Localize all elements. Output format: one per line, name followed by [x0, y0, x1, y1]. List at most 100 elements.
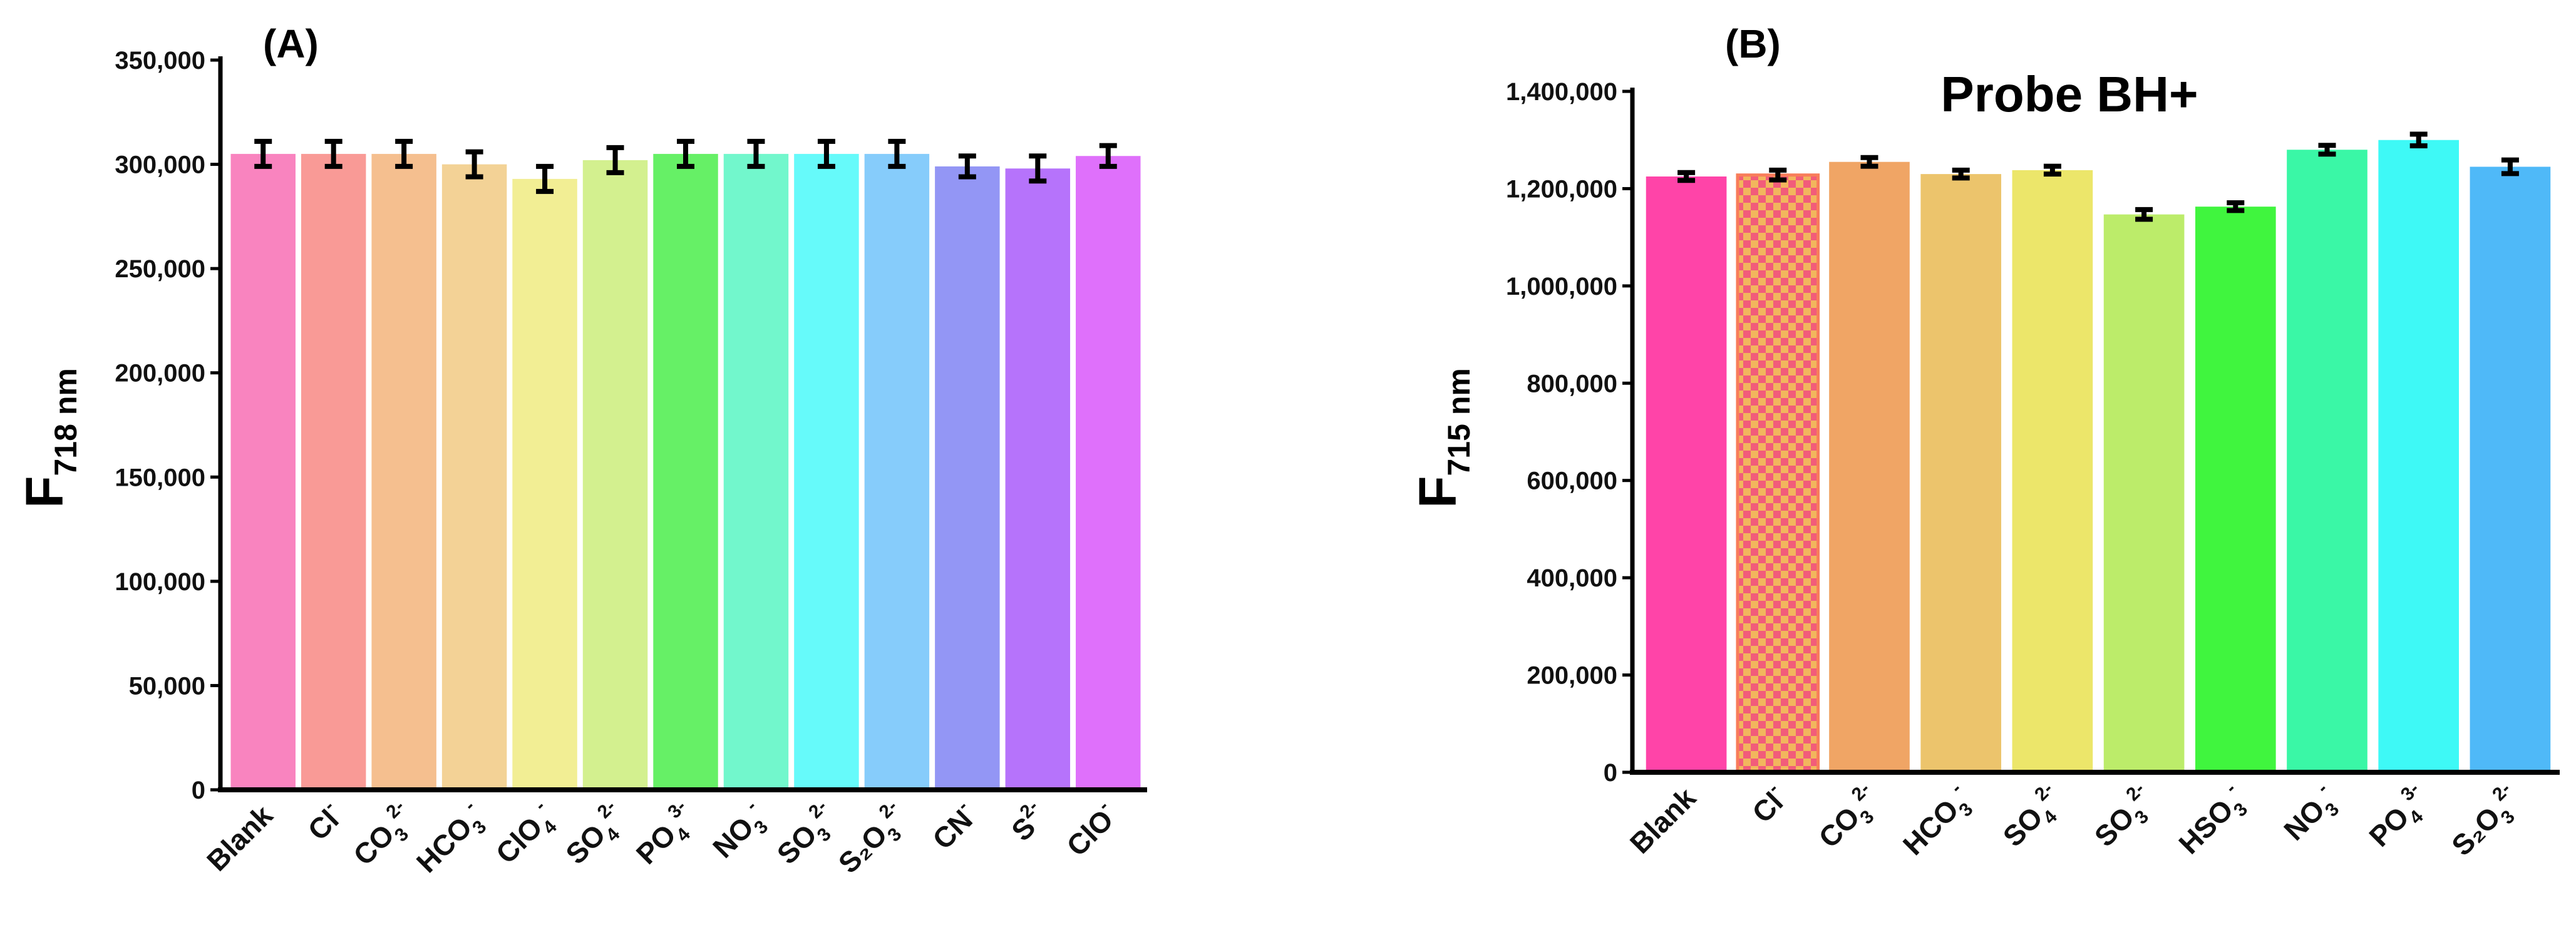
bar-a-10 [935, 166, 1000, 790]
error-bar-a-12 [1099, 143, 1117, 169]
error-bar-a-8 [817, 138, 835, 169]
error-bar-a-5 [606, 145, 624, 175]
category-label-b-4: SO42- [1994, 779, 2073, 857]
svg-text:F715 nm: F715 nm [1408, 368, 1476, 508]
y-tick-label: 300,000 [115, 151, 205, 179]
y-tick-label: 400,000 [1527, 565, 1617, 592]
category-label-a-6: PO43- [627, 796, 706, 875]
bar-a-1 [301, 153, 366, 790]
bar-b-7 [2287, 150, 2367, 772]
bar-b-0 [1646, 176, 1727, 772]
error-bar-b-5 [2135, 207, 2153, 222]
category-label-a-3: HCO3- [408, 796, 495, 884]
bar-b-3 [1920, 174, 2002, 773]
category-label-a-8: SO32- [768, 796, 847, 875]
panel-b-label: (B) [1725, 21, 1781, 66]
bar-a-11 [1005, 168, 1071, 790]
category-label-a-10: CN- [924, 796, 983, 856]
error-bar-a-10 [958, 153, 976, 180]
y-tick-label: 100,000 [115, 568, 205, 596]
chart-b-ylabel-sub: 715 nm [1441, 368, 1476, 476]
svg-text:F718 nm: F718 nm [15, 368, 83, 508]
category-label-b-5: SO32- [2085, 779, 2164, 857]
error-bar-a-7 [747, 138, 765, 169]
category-label-a-9: S₂O32- [829, 796, 917, 884]
y-tick-label: 1,200,000 [1506, 175, 1617, 203]
chart-b-ylabel-main: F [1408, 476, 1467, 508]
error-bar-b-7 [2318, 143, 2336, 157]
error-bar-b-2 [1860, 155, 1878, 169]
error-bar-a-4 [536, 163, 554, 194]
chart-a-plot-area: 0 50,000 100,000 150,000 200,000 250,000 300,0… [115, 47, 1147, 884]
bar-a-4 [512, 178, 577, 790]
bar-a-2 [371, 153, 436, 790]
y-tick-label: 600,000 [1527, 468, 1617, 495]
category-label-b-3: HCO3- [1894, 779, 1982, 866]
error-bar-b-3 [1952, 167, 1970, 181]
chart-a-ylabel: F718 nm [15, 368, 83, 508]
panel-a-label: (A) [263, 21, 319, 66]
bar-a-0 [230, 153, 296, 790]
category-label-b-0: Blank [1624, 781, 1703, 860]
bar-b-8 [2378, 140, 2460, 772]
y-tick-label: 200,000 [115, 360, 205, 387]
category-label-b-7: NO3- [2275, 779, 2347, 851]
bar-a-12 [1076, 156, 1141, 790]
category-label-a-1: Cl- [299, 796, 349, 847]
y-tick-label: 150,000 [115, 464, 205, 491]
chart-b-ylabel: F715 nm [1408, 368, 1476, 508]
bar-b-6 [2195, 207, 2276, 772]
chart-b-title: Probe BH+ [1940, 66, 2198, 122]
category-label-a-5: SO42- [557, 796, 636, 875]
bar-a-8 [794, 153, 859, 790]
category-label-a-7: NO3- [704, 796, 776, 869]
category-label-b-6: HSO3- [2170, 779, 2256, 865]
category-label-a-4: ClO4- [487, 796, 565, 874]
error-bar-b-4 [2043, 163, 2061, 177]
bar-a-3 [441, 164, 507, 790]
chart-a: (A) F718 nm 0 50,000 100,000 150,000 200,000… [15, 21, 1147, 884]
chart-a-ylabel-sub: 718 nm [48, 368, 83, 476]
error-bar-b-8 [2409, 131, 2428, 149]
bar-b-1 [1736, 173, 1820, 774]
y-tick-label: 0 [1604, 759, 1617, 787]
error-bar-a-11 [1029, 153, 1047, 184]
y-tick-label: 200,000 [1527, 662, 1617, 690]
error-bar-a-6 [677, 138, 694, 169]
error-bar-b-9 [2501, 157, 2519, 176]
category-label-a-0: Blank [200, 799, 279, 877]
error-bar-a-9 [888, 138, 906, 169]
error-bar-b-6 [2227, 200, 2245, 213]
y-tick-label: 350,000 [115, 47, 205, 74]
chart-b: (B) Probe BH+ F715 nm 0 200,000 400,000 600… [1408, 21, 2560, 867]
bar-b-4 [2012, 170, 2093, 772]
error-bar-a-2 [395, 138, 413, 169]
chart-a-ylabel-main: F [15, 476, 74, 508]
category-label-a-12: ClO- [1058, 796, 1124, 862]
y-tick-label: 50,000 [129, 672, 205, 700]
bar-a-7 [723, 153, 789, 790]
bar-a-6 [653, 153, 718, 790]
bar-a-9 [864, 153, 930, 790]
category-label-b-2: CO32- [1810, 779, 1890, 859]
bar-b-9 [2470, 166, 2551, 772]
bar-b-5 [2103, 214, 2185, 772]
bar-a-5 [582, 160, 648, 790]
y-tick-label: 1,000,000 [1506, 273, 1617, 300]
category-label-a-2: CO32- [344, 796, 425, 876]
category-label-b-8: PO43- [2360, 779, 2439, 857]
y-tick-label: 800,000 [1527, 370, 1617, 397]
error-bar-a-0 [254, 138, 272, 169]
error-bar-b-0 [1677, 170, 1696, 183]
y-tick-label: 1,400,000 [1506, 78, 1617, 106]
y-tick-label: 250,000 [115, 255, 205, 283]
y-tick-label: 0 [192, 777, 205, 804]
error-bar-a-1 [324, 138, 343, 169]
chart-b-plot-area: 0 200,000 400,000 600,000 800,000 1,000,000 1,… [1506, 78, 2560, 867]
error-bar-b-1 [1769, 167, 1787, 183]
category-label-a-11: S2- [1002, 796, 1054, 847]
category-label-b-1: Cl- [1743, 779, 1794, 829]
bar-b-2 [1829, 161, 1910, 773]
category-label-b-9: S₂O32- [2443, 779, 2531, 867]
